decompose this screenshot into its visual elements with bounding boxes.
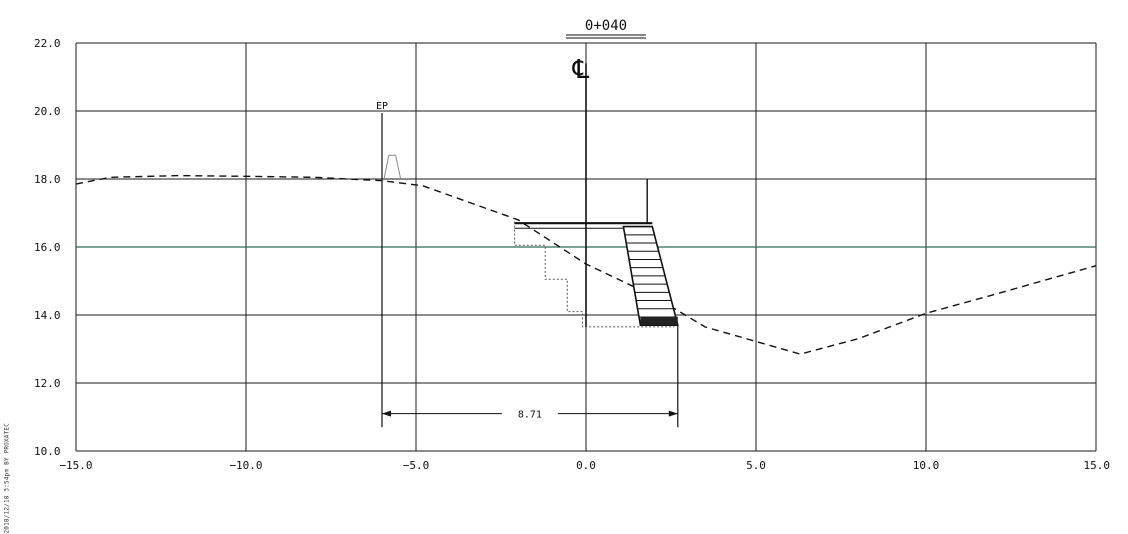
plot-stamp: 2018/12/18 3:54pm BY PROXATEC xyxy=(3,422,11,534)
y-tick-labels: 10.0 12.0 14.0 16.0 18.0 20.0 22.0 xyxy=(34,37,61,458)
y-tick-label: 20.0 xyxy=(34,105,61,118)
ground-profile xyxy=(75,174,1097,355)
x-tick-label: −5.0 xyxy=(403,459,430,472)
retaining-wall xyxy=(514,222,679,327)
dimension-label: 8.71 xyxy=(518,410,542,421)
x-tick-label: 10.0 xyxy=(913,459,940,472)
curb-outline xyxy=(383,154,402,181)
x-tick-labels: −15.0 −10.0 −5.0 0.0 5.0 10.0 15.0 xyxy=(59,459,1110,472)
y-tick-label: 12.0 xyxy=(34,377,61,390)
station-label: 0+040 xyxy=(585,18,627,34)
dimension-arrow-left xyxy=(382,410,391,417)
y-tick-label: 18.0 xyxy=(34,173,61,186)
centerline-symbol: ℄ xyxy=(572,55,590,85)
dimension xyxy=(382,325,679,428)
y-tick-label: 16.0 xyxy=(34,241,61,254)
x-tick-label: −10.0 xyxy=(229,459,262,472)
x-tick-label: 5.0 xyxy=(746,459,766,472)
x-tick-label: 15.0 xyxy=(1084,459,1111,472)
ep-label: EP xyxy=(376,101,388,112)
y-tick-label: 10.0 xyxy=(34,445,61,458)
y-tick-label: 22.0 xyxy=(34,37,61,50)
wall-footing xyxy=(640,316,678,326)
x-tick-label: 0.0 xyxy=(576,459,596,472)
excavation-outline xyxy=(514,221,675,328)
cross-section-drawing: 10.012.014.016.018.020.022.0 −15.0 −10.0−… xyxy=(34,18,1110,472)
dimension-arrow-right xyxy=(668,410,678,417)
x-tick-label: −15.0 xyxy=(59,459,92,472)
y-tick-label: 14.0 xyxy=(34,309,61,322)
